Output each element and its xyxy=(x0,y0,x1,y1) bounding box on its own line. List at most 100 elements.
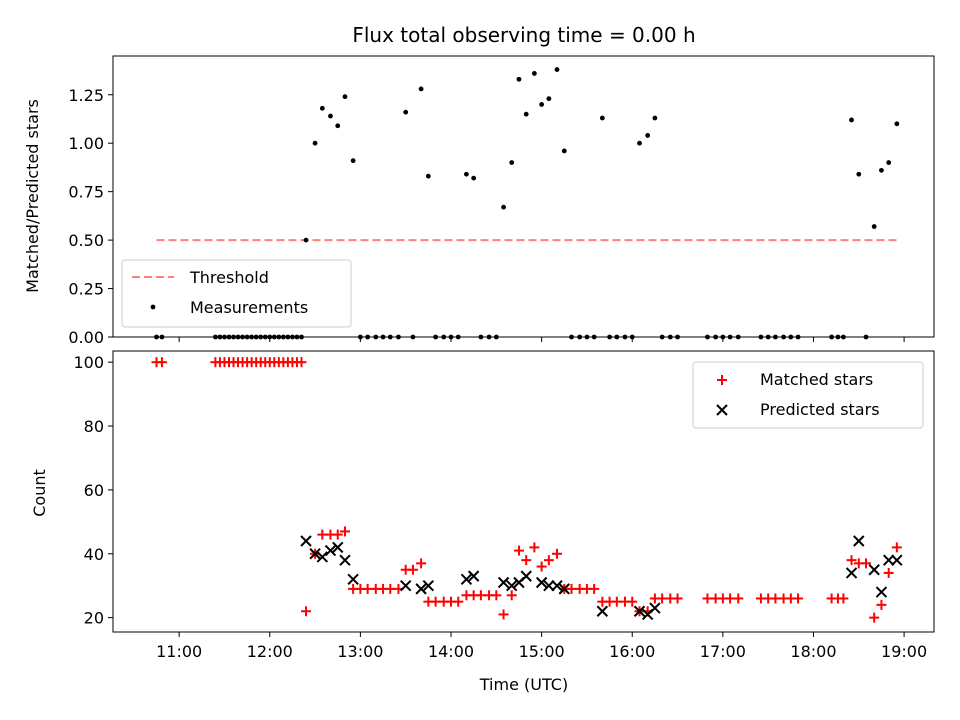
x-marker-b xyxy=(497,576,510,589)
matched-star-point xyxy=(332,529,343,540)
predicted-star-point xyxy=(460,573,473,586)
predicted-star-point xyxy=(324,544,337,557)
predicted-star-point xyxy=(558,583,570,595)
predicted-star-point xyxy=(347,573,359,586)
measurement-point xyxy=(471,175,477,181)
x-marker-b xyxy=(649,602,661,614)
matched-star-point xyxy=(453,596,464,607)
measurement-point xyxy=(886,160,892,165)
matched-star-point xyxy=(301,606,312,617)
measurement-point xyxy=(312,140,318,146)
matched-legend-label: Matched stars xyxy=(760,370,873,389)
matched-star-point xyxy=(407,564,418,575)
x-marker-b xyxy=(551,579,563,592)
measurement-point xyxy=(561,148,567,154)
bottom-y-tick-label: 80 xyxy=(84,417,104,436)
matched-star-point xyxy=(883,567,894,578)
measurement-point xyxy=(303,237,309,243)
x-marker-b xyxy=(891,554,903,566)
matched-star-point xyxy=(339,526,350,537)
predicted-star-point xyxy=(520,570,532,582)
x-marker-b xyxy=(460,573,473,586)
matched-legend-swatch xyxy=(717,375,727,385)
matched-star-point xyxy=(498,609,509,620)
measurement-point xyxy=(531,71,537,76)
x-marker-b xyxy=(543,579,555,592)
matched-star-point xyxy=(506,590,517,601)
x-marker-b xyxy=(558,583,570,595)
matched-legend-marker xyxy=(717,375,727,385)
x-marker-b xyxy=(300,535,312,547)
x-marker-b xyxy=(535,576,548,589)
measurement-point xyxy=(849,117,854,123)
measurement-point xyxy=(418,86,424,92)
matched-star-point xyxy=(416,558,427,569)
predicted-star-point xyxy=(633,605,646,617)
bottom-plot-frame xyxy=(112,350,935,633)
predicted-legend-swatch xyxy=(716,404,728,416)
x-marker-b xyxy=(716,404,728,416)
x-marker-b xyxy=(845,567,858,579)
matched-star-point xyxy=(296,357,307,368)
matched-star-point xyxy=(491,590,502,601)
measurement-point xyxy=(319,105,325,111)
measurements-legend-label: Measurements xyxy=(190,298,308,317)
x-marker-b xyxy=(324,544,337,557)
measurement-point xyxy=(425,173,431,179)
x-marker-b xyxy=(875,586,888,598)
top-y-tick-label: 0.75 xyxy=(68,183,104,202)
matched-star-point xyxy=(513,545,524,556)
bottom-x-tick-label: 16:00 xyxy=(609,642,655,661)
measurement-point xyxy=(403,109,409,115)
threshold-legend-label: Threshold xyxy=(189,268,269,287)
measurement-point xyxy=(523,111,529,117)
predicted-star-point xyxy=(332,541,344,554)
bottom-y-tick-label: 60 xyxy=(84,481,104,500)
x-marker-b xyxy=(309,548,321,560)
top-y-axis-label: Matched/Predicted stars xyxy=(23,99,42,293)
matched-star-point xyxy=(861,558,872,569)
top-y-axis-ticks: 0.00 0.25 0.50 0.75 1.00 1.25 xyxy=(68,86,113,347)
matched-star-point xyxy=(846,555,857,566)
bottom-x-tick-label: 19:00 xyxy=(881,642,927,661)
x-marker-b xyxy=(506,579,518,592)
matched-star-point xyxy=(793,593,804,604)
measurement-point xyxy=(879,167,884,173)
measurement-point xyxy=(516,76,522,82)
matched-star-point xyxy=(838,593,849,604)
top-y-tick-label: 1.25 xyxy=(68,86,104,105)
measurement-point xyxy=(501,204,506,210)
bottom-y-tick-label: 20 xyxy=(84,609,104,628)
x-marker-b xyxy=(347,573,359,586)
measurement-point xyxy=(335,123,341,129)
matched-star-point xyxy=(521,555,532,566)
top-y-tick-label: 0.00 xyxy=(68,328,104,347)
measurement-point xyxy=(894,121,900,127)
predicted-star-point xyxy=(845,567,858,579)
measurement-point xyxy=(539,102,545,107)
bottom-x-tick-label: 17:00 xyxy=(700,642,746,661)
bottom-plot-marks xyxy=(151,357,903,623)
matched-star-point xyxy=(536,561,547,572)
x-marker-b xyxy=(399,579,412,592)
predicted-star-point xyxy=(300,535,312,547)
predicted-star-point xyxy=(467,570,480,582)
bottom-y-tick-label: 100 xyxy=(73,353,104,372)
predicted-star-point xyxy=(551,579,563,592)
matched-star-point xyxy=(733,593,744,604)
bottom-legend: Matched stars Predicted stars xyxy=(692,361,924,429)
bottom-x-axis-label: Time (UTC) xyxy=(479,675,568,694)
bottom-x-tick-label: 11:00 xyxy=(156,642,202,661)
top-legend-box xyxy=(121,259,352,328)
predicted-star-point xyxy=(535,576,548,589)
predicted-star-point xyxy=(497,576,510,589)
predicted-star-point xyxy=(543,579,555,592)
predicted-star-point xyxy=(316,551,329,563)
bottom-x-tick-label: 18:00 xyxy=(790,642,836,661)
x-marker-b xyxy=(868,564,880,576)
measurement-point xyxy=(546,96,552,102)
predicted-star-point xyxy=(853,535,865,547)
bottom-y-axis-label: Count xyxy=(30,469,49,517)
